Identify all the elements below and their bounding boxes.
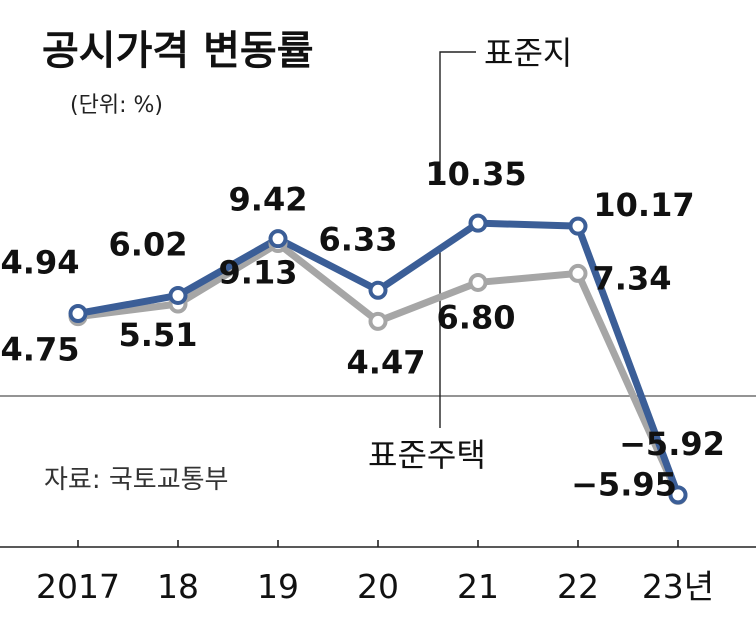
standard-land-data-label: −5.92 bbox=[619, 425, 725, 463]
standard-land-point bbox=[668, 485, 688, 505]
unit-label: (단위: %) bbox=[70, 93, 163, 118]
standard-land-point bbox=[68, 304, 88, 324]
standard-housing-point bbox=[568, 263, 588, 283]
standard-land-data-label: 10.35 bbox=[425, 155, 526, 193]
series-name-standard-land: 표준지 bbox=[484, 34, 572, 72]
standard-housing-point bbox=[368, 311, 388, 331]
standard-housing-data-label: 5.51 bbox=[119, 316, 198, 354]
x-tick-label: 2017 bbox=[36, 567, 120, 606]
x-tick-label: 22 bbox=[557, 567, 599, 606]
standard-land-data-label: 9.42 bbox=[229, 181, 308, 219]
source-note: 자료: 국토교통부 bbox=[44, 465, 228, 495]
standard-land-point bbox=[468, 213, 488, 233]
standard-housing-point bbox=[468, 272, 488, 292]
x-tick-label: 21 bbox=[457, 567, 499, 606]
standard-land-leader-line bbox=[439, 51, 476, 180]
standard-land-data-label: 6.02 bbox=[109, 225, 188, 263]
chart-marks: 2017 18 19 20 21 22 23년 4.94 6.02 9.42 6.33 10.35 10… bbox=[1, 155, 725, 606]
chart-title: 공시가격 변동률 bbox=[42, 28, 314, 74]
x-tick-label: 19 bbox=[257, 567, 299, 606]
standard-land-point bbox=[268, 229, 288, 249]
standard-land-data-label: 6.33 bbox=[319, 220, 398, 258]
standard-housing-data-label: 6.80 bbox=[437, 298, 516, 336]
series-name-standard-housing: 표준주택 bbox=[368, 436, 486, 474]
standard-housing-data-label: −5.95 bbox=[571, 465, 677, 503]
standard-housing-data-label: 4.47 bbox=[347, 343, 426, 381]
standard-land-data-label: 4.94 bbox=[1, 244, 80, 282]
x-tick-label: 20 bbox=[357, 567, 399, 606]
standard-land-point bbox=[168, 285, 188, 305]
standard-land-data-label: 10.17 bbox=[593, 186, 694, 224]
standard-land-point bbox=[568, 216, 588, 236]
standard-housing-data-label: 4.75 bbox=[1, 331, 80, 369]
standard-land-point bbox=[368, 280, 388, 300]
standard-housing-data-label: 7.34 bbox=[593, 259, 672, 297]
x-tick-label: 23년 bbox=[642, 567, 714, 606]
standard-housing-data-label: 9.13 bbox=[219, 254, 298, 292]
x-tick-label: 18 bbox=[157, 567, 199, 606]
